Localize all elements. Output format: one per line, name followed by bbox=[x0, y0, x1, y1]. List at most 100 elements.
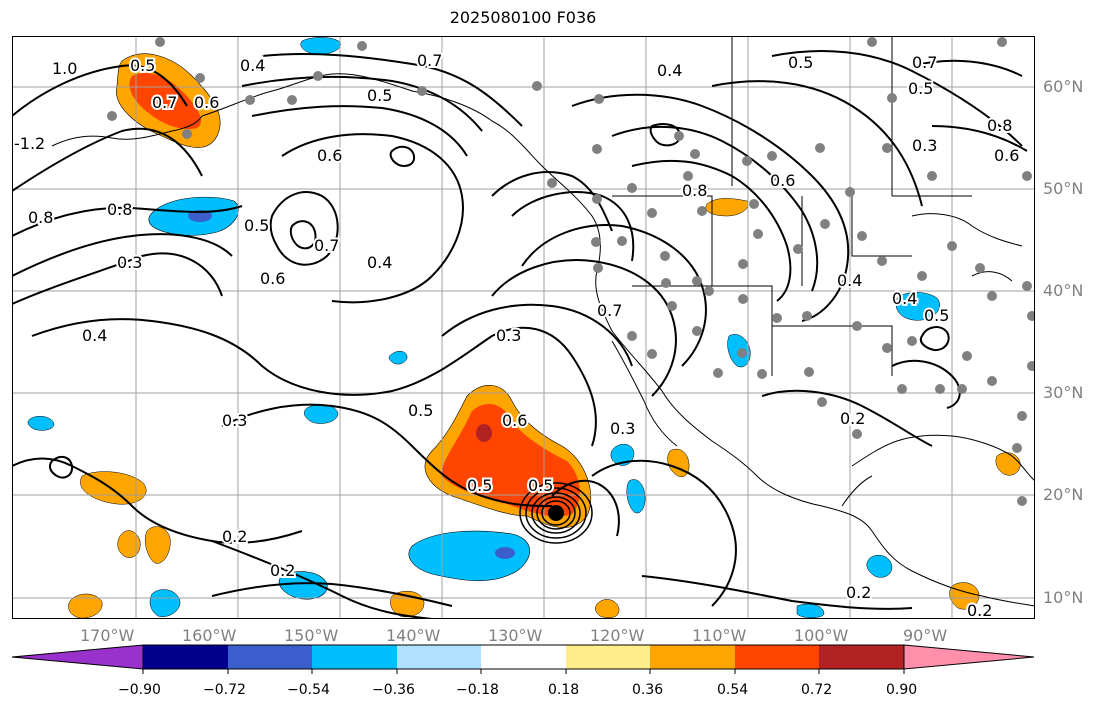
latitude-label: 60°N bbox=[1043, 77, 1084, 96]
negative-anomaly-area bbox=[27, 416, 55, 431]
longitude-label: 130°W bbox=[488, 626, 543, 645]
contour-label: 0.5 bbox=[924, 306, 949, 325]
contour-label: 0.4 bbox=[367, 253, 392, 272]
colorbar-ticks bbox=[142, 669, 905, 674]
contour-label: 0.2 bbox=[967, 601, 992, 619]
colorbar-frame bbox=[142, 644, 905, 670]
contour-label: 0.8 bbox=[107, 200, 132, 219]
storm-center-contours bbox=[519, 482, 593, 544]
contour-label: 0.7 bbox=[417, 51, 442, 70]
positive-anomaly-area bbox=[705, 198, 749, 217]
map-frame bbox=[12, 36, 1035, 619]
contour-label: 0.7 bbox=[597, 301, 622, 320]
weather-map: 1.0 -1.2 0.8 0.8 0.3 0.5 0.7 0.6 0.4 0.4… bbox=[12, 36, 1035, 619]
colorbar-tick-label: −0.18 bbox=[456, 682, 499, 698]
contour-label: 0.7 bbox=[152, 93, 177, 112]
contour-label: 0.8 bbox=[28, 208, 53, 227]
contour-label: 0.3 bbox=[912, 136, 937, 155]
latitude-label: 20°N bbox=[1043, 485, 1084, 504]
contour-label: 0.5 bbox=[528, 476, 553, 495]
colorbar-segment bbox=[228, 645, 312, 669]
longitude-label: 140°W bbox=[386, 626, 441, 645]
negative-anomaly-core bbox=[188, 210, 212, 222]
peak-anomaly-spot bbox=[476, 424, 492, 442]
negative-anomaly-area bbox=[626, 479, 646, 514]
longitude-label: 170°W bbox=[80, 626, 135, 645]
lat-lon-grid bbox=[12, 36, 1035, 619]
positive-anomaly-area bbox=[595, 599, 620, 618]
colorbar bbox=[11, 644, 1035, 674]
contour-label: 0.8 bbox=[682, 181, 707, 200]
positive-anomaly-area bbox=[68, 593, 103, 619]
negative-anomaly-area bbox=[388, 350, 408, 365]
contour-label: 0.7 bbox=[912, 53, 937, 72]
contour-lines bbox=[12, 50, 1028, 619]
contour-label: -1.2 bbox=[14, 134, 45, 153]
contour-label: 0.6 bbox=[502, 411, 527, 430]
colorbar-tick-label: 0.18 bbox=[548, 682, 580, 698]
colorbar-tick-label: 0.36 bbox=[632, 682, 664, 698]
colorbar-tick-label: −0.54 bbox=[287, 682, 330, 698]
negative-anomaly-area bbox=[610, 443, 635, 466]
colorbar-segment bbox=[397, 645, 481, 669]
contour-label: 0.2 bbox=[846, 583, 871, 602]
negative-anomaly-area bbox=[149, 589, 181, 617]
contour-label: 0.5 bbox=[467, 476, 492, 495]
contour-label: 1.0 bbox=[52, 59, 77, 78]
contour-label: 0.3 bbox=[496, 326, 521, 345]
contour-label: 0.6 bbox=[770, 171, 795, 190]
contour-label: 0.3 bbox=[117, 253, 142, 272]
colorbar-segment bbox=[11, 644, 144, 670]
contour-label: 0.5 bbox=[130, 56, 155, 75]
colorbar-segment bbox=[650, 645, 735, 669]
map-title: 2025080100 F036 bbox=[449, 8, 597, 27]
negative-anomaly-area bbox=[796, 603, 825, 618]
latitude-label: 30°N bbox=[1043, 383, 1084, 402]
colorbar-segment bbox=[312, 645, 397, 669]
longitude-label: 150°W bbox=[284, 626, 339, 645]
negative-anomaly-area bbox=[300, 37, 341, 55]
station-markers bbox=[107, 37, 1035, 506]
longitude-label: 110°W bbox=[692, 626, 747, 645]
contour-label: 0.5 bbox=[408, 401, 433, 420]
negative-anomaly-area bbox=[278, 571, 328, 600]
contour-label: 0.5 bbox=[367, 86, 392, 105]
contour-label: 0.5 bbox=[908, 79, 933, 98]
contour-label: 0.6 bbox=[994, 146, 1019, 165]
longitude-label: 160°W bbox=[182, 626, 237, 645]
contour-label: 0.4 bbox=[82, 326, 107, 345]
positive-anomaly-area bbox=[144, 526, 171, 564]
positive-anomaly-area bbox=[117, 530, 141, 558]
colorbar-tick-label: 0.72 bbox=[801, 682, 833, 698]
colorbar-segment bbox=[481, 645, 566, 669]
contour-value-labels: 1.0 -1.2 0.8 0.8 0.3 0.5 0.7 0.6 0.4 0.4… bbox=[12, 49, 1021, 619]
latitude-label: 10°N bbox=[1043, 588, 1084, 607]
shading-layer bbox=[27, 37, 1021, 619]
contour-label: 0.2 bbox=[222, 527, 247, 546]
colorbar-tick-label: 0.54 bbox=[717, 682, 749, 698]
contour-label: 0.3 bbox=[610, 419, 635, 438]
contour-label: 0.3 bbox=[222, 411, 247, 430]
contour-label: 0.4 bbox=[240, 56, 265, 75]
contour-label: 0.4 bbox=[892, 289, 917, 308]
colorbar-tick-label: −0.90 bbox=[118, 682, 161, 698]
contour-label: 0.2 bbox=[270, 561, 295, 580]
contour-label: 0.6 bbox=[260, 269, 285, 288]
longitude-label: 120°W bbox=[590, 626, 645, 645]
contour-label: 0.4 bbox=[837, 271, 862, 290]
latitude-label: 40°N bbox=[1043, 281, 1084, 300]
latitude-label: 50°N bbox=[1043, 179, 1084, 198]
contour-label: 0.2 bbox=[840, 409, 865, 428]
colorbar-tick-label: −0.72 bbox=[203, 682, 246, 698]
negative-anomaly-area bbox=[304, 404, 339, 424]
contour-label: 0.7 bbox=[314, 236, 339, 255]
longitude-label: 100°W bbox=[794, 626, 849, 645]
contour-label: 0.5 bbox=[244, 216, 269, 235]
colorbar-segment bbox=[903, 644, 1035, 670]
longitude-label: 90°W bbox=[903, 626, 948, 645]
colorbar-tick-label: 0.90 bbox=[886, 682, 918, 698]
negative-anomaly-area bbox=[408, 530, 531, 582]
contour-label: 0.4 bbox=[657, 61, 682, 80]
colorbar-segment bbox=[566, 645, 650, 669]
contour-label: 0.6 bbox=[317, 146, 342, 165]
